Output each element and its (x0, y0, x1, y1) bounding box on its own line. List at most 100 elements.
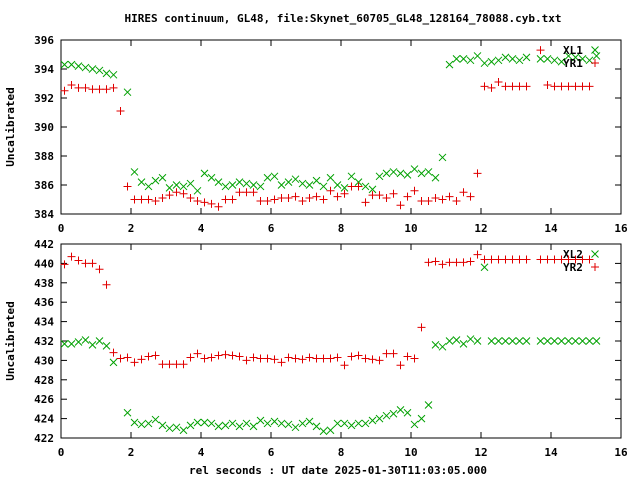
data-point (235, 422, 244, 431)
data-point (410, 354, 419, 363)
x-tick-label: 10 (404, 446, 417, 459)
data-point (151, 176, 160, 185)
data-point (81, 259, 90, 268)
x-tick-label: 14 (544, 446, 558, 459)
data-point (403, 192, 412, 201)
data-point (102, 280, 111, 289)
plot-frame (60, 243, 622, 439)
data-point (256, 196, 265, 205)
data-point (165, 360, 174, 369)
x-tick-label: 16 (614, 222, 628, 235)
data-point (305, 194, 314, 203)
data-point (431, 194, 440, 203)
x-tick-label: 6 (268, 222, 275, 235)
data-point (81, 63, 90, 72)
data-point (263, 354, 272, 363)
data-point (585, 337, 594, 345)
data-point (123, 353, 132, 362)
data-point (389, 349, 398, 358)
data-point (564, 82, 573, 91)
data-point (417, 196, 426, 205)
y-tick-label: 428 (34, 374, 54, 387)
data-point (158, 360, 167, 369)
data-point (494, 56, 503, 65)
data-point (319, 427, 328, 436)
data-point (452, 258, 461, 267)
y-tick-label: 436 (34, 296, 54, 309)
data-point (179, 182, 188, 191)
x-tick-label: 4 (198, 222, 205, 235)
data-point (186, 179, 195, 188)
data-point (193, 418, 202, 427)
data-point (214, 351, 223, 360)
legend-marker-yr2 (591, 263, 599, 271)
data-point (403, 170, 412, 179)
data-point (564, 255, 573, 264)
data-point (466, 56, 475, 65)
data-point (438, 260, 447, 269)
data-point (522, 53, 531, 62)
y-axis-label: Uncalibrated (4, 87, 17, 166)
data-point (186, 194, 195, 203)
data-point (431, 173, 440, 182)
data-point (438, 153, 447, 162)
data-point (151, 415, 160, 424)
data-point (284, 420, 293, 429)
data-point (200, 418, 209, 427)
data-point (368, 185, 377, 194)
data-point (571, 53, 580, 62)
x-tick-label: 12 (474, 222, 487, 235)
data-point (536, 46, 545, 55)
data-point (557, 82, 566, 91)
data-point (102, 85, 111, 94)
data-point (389, 189, 398, 198)
data-point (179, 360, 188, 369)
data-point (228, 195, 237, 204)
data-point (473, 250, 482, 259)
data-point (578, 255, 587, 264)
data-point (221, 421, 230, 430)
data-point (74, 83, 83, 92)
data-point (333, 353, 342, 362)
data-point (277, 181, 286, 189)
data-point (445, 60, 454, 69)
data-point (284, 178, 293, 186)
data-point (207, 173, 216, 182)
data-point (221, 182, 230, 191)
data-point (305, 353, 314, 362)
data-point (536, 337, 545, 345)
data-point (354, 178, 363, 186)
data-point (396, 361, 405, 370)
data-point (508, 54, 517, 63)
data-point (445, 192, 454, 201)
data-point (326, 186, 335, 195)
data-point (228, 181, 237, 189)
y-tick-label: 396 (34, 34, 54, 47)
data-point (466, 257, 475, 266)
data-point (557, 255, 566, 264)
data-point (305, 417, 314, 426)
data-point (277, 358, 286, 367)
y-tick-label: 422 (34, 432, 54, 445)
data-point (228, 351, 237, 360)
data-point (333, 181, 342, 189)
data-point (235, 178, 244, 186)
data-point (515, 82, 524, 91)
data-point (193, 186, 202, 195)
data-point (256, 182, 265, 191)
data-point (368, 191, 377, 200)
data-point (284, 194, 293, 203)
data-point (319, 182, 328, 191)
data-point (508, 82, 517, 91)
data-point (396, 406, 405, 414)
y-tick-label: 424 (34, 413, 54, 426)
data-point (144, 419, 153, 428)
legend-marker-yr1 (591, 59, 599, 67)
data-point (564, 52, 573, 60)
data-point (375, 172, 384, 181)
data-point (284, 353, 293, 362)
data-point (445, 337, 454, 345)
data-point (277, 419, 286, 428)
data-point (445, 258, 454, 267)
data-point (389, 409, 398, 418)
